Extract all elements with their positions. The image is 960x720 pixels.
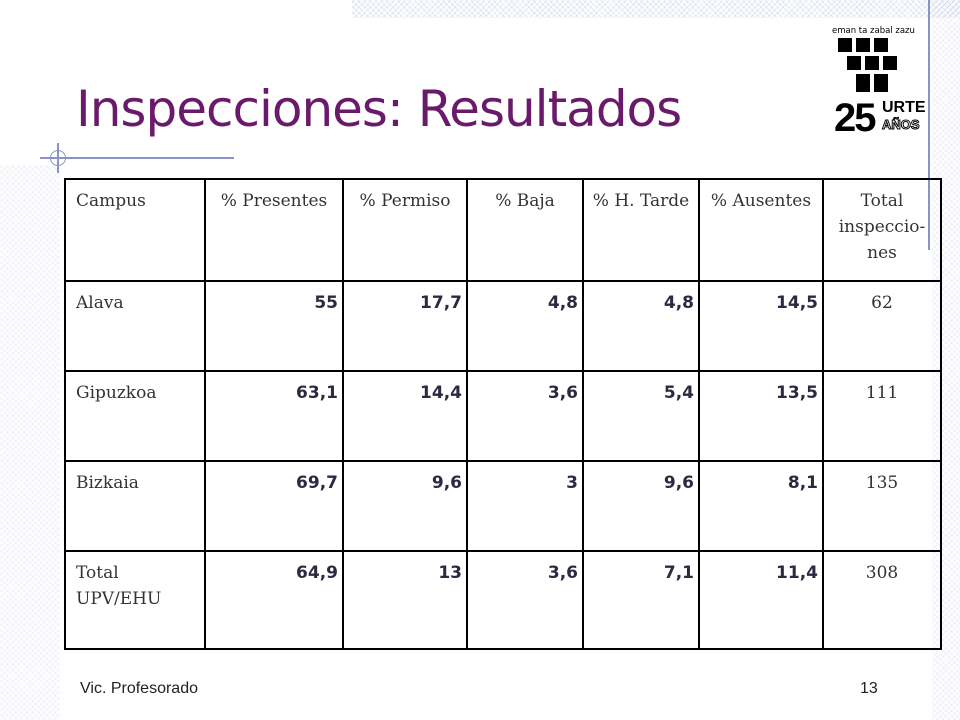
cell-campus: Alava	[64, 280, 206, 372]
header-campus: Campus	[64, 178, 206, 282]
cell-total: 308	[822, 550, 942, 650]
cell-h-tarde: 9,6	[582, 460, 700, 552]
cell-permiso: 14,4	[342, 370, 468, 462]
page-number: 13	[860, 680, 878, 697]
logo-emblem-icon	[838, 38, 897, 92]
cell-campus: Gipuzkoa	[64, 370, 206, 462]
cell-ausentes: 14,5	[698, 280, 824, 372]
results-table: Campus % Presentes % Permiso % Baja % H.…	[64, 178, 942, 650]
title-underline	[62, 157, 234, 159]
footer-department: Vic. Profesorado	[80, 680, 198, 697]
header-total: Total inspeccio-nes	[822, 178, 942, 282]
logo-word-bottom: AÑOS	[882, 117, 921, 132]
cell-ausentes: 13,5	[698, 370, 824, 462]
header-ausentes: % Ausentes	[698, 178, 824, 282]
logo-number: 25	[834, 96, 876, 140]
decorative-vertical-line	[928, 0, 930, 250]
cell-presentes: 63,1	[204, 370, 344, 462]
cell-total: 62	[822, 280, 942, 372]
cell-campus: Bizkaia	[64, 460, 206, 552]
decorative-hatch-left	[0, 165, 60, 720]
cell-baja: 4,8	[466, 280, 584, 372]
table-row: Bizkaia 69,7 9,6 3 9,6 8,1 135	[64, 460, 942, 552]
slide-title: Inspecciones: Resultados	[76, 80, 682, 138]
header-presentes: % Presentes	[204, 178, 344, 282]
cell-presentes: 69,7	[204, 460, 344, 552]
cell-h-tarde: 7,1	[582, 550, 700, 650]
cell-ausentes: 11,4	[698, 550, 824, 650]
cell-h-tarde: 5,4	[582, 370, 700, 462]
cell-total: 135	[822, 460, 942, 552]
cell-permiso: 17,7	[342, 280, 468, 372]
cell-baja: 3,6	[466, 370, 584, 462]
table-header-row: Campus % Presentes % Permiso % Baja % H.…	[64, 178, 942, 282]
cell-baja: 3	[466, 460, 584, 552]
cell-presentes: 64,9	[204, 550, 344, 650]
cell-baja: 3,6	[466, 550, 584, 650]
university-logo: eman ta zabal zazu 25 URTE AÑOS	[832, 26, 926, 140]
cell-permiso: 13	[342, 550, 468, 650]
logo-word-top: URTE	[882, 99, 926, 116]
table-row: Gipuzkoa 63,1 14,4 3,6 5,4 13,5 111	[64, 370, 942, 462]
header-baja: % Baja	[466, 178, 584, 282]
table-row-total: Total UPV/EHU 64,9 13 3,6 7,1 11,4 308	[64, 550, 942, 650]
header-permiso: % Permiso	[342, 178, 468, 282]
cell-campus: Total UPV/EHU	[64, 550, 206, 650]
cell-total: 111	[822, 370, 942, 462]
cell-permiso: 9,6	[342, 460, 468, 552]
cell-h-tarde: 4,8	[582, 280, 700, 372]
decorative-hatch-top	[352, 0, 960, 18]
table-row: Alava 55 17,7 4,8 4,8 14,5 62	[64, 280, 942, 372]
header-h-tarde: % H. Tarde	[582, 178, 700, 282]
logo-caption: eman ta zabal zazu	[832, 26, 915, 36]
cell-ausentes: 8,1	[698, 460, 824, 552]
cell-presentes: 55	[204, 280, 344, 372]
